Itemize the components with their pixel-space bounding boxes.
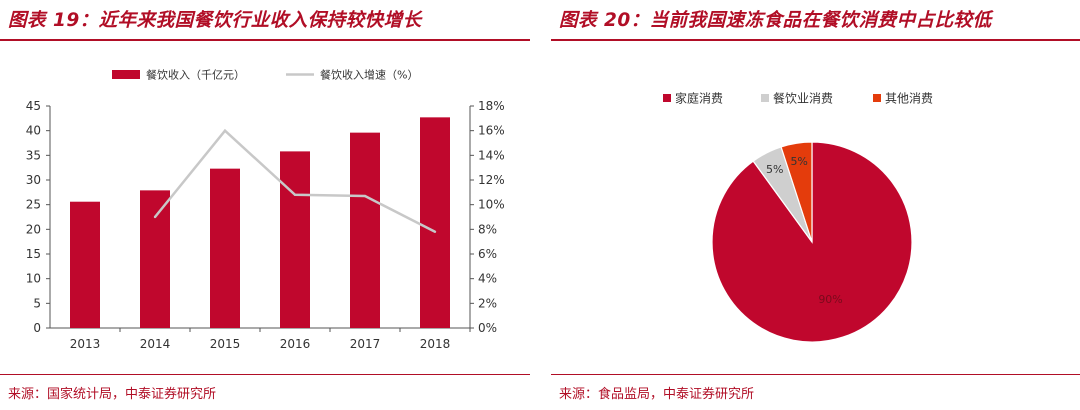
right-source-rule	[551, 374, 1080, 375]
bar-2015	[210, 168, 240, 328]
y-left-tick-label: 30	[26, 173, 41, 187]
left-title-rule	[0, 39, 530, 41]
right-source-note: 来源：食品监局，中泰证券研究所	[559, 387, 755, 402]
y-right-tick-label: 10%	[478, 198, 505, 212]
y-left-tick-label: 0	[33, 321, 41, 335]
y-right-tick-label: 18%	[478, 99, 505, 113]
left-source-rule	[0, 374, 530, 375]
y-left-tick-label: 35	[26, 148, 41, 162]
bar-2014	[140, 190, 170, 328]
right-figure-panel: 图表 20：当前我国速冻食品在餐饮消费中占比较低 家庭消费 餐饮业消费 其他消费 90…	[551, 0, 1080, 410]
pie-chart: 家庭消费 餐饮业消费 其他消费 90% 5% 5%	[663, 91, 933, 343]
x-tick-label: 2016	[280, 337, 311, 351]
x-tick-label: 2013	[70, 337, 101, 351]
pie-slice-2	[780, 141, 813, 243]
y-left-tick-label: 40	[26, 124, 41, 138]
x-tick-label: 2014	[140, 337, 171, 351]
y-right-tick-label: 8%	[478, 222, 497, 236]
y-left-tick-label: 10	[26, 272, 41, 286]
x-tick-label: 2015	[210, 337, 241, 351]
y-left-tick-label: 45	[26, 99, 41, 113]
growth-point-2017	[363, 194, 367, 198]
y-left-tick-label: 25	[26, 198, 41, 212]
growth-point-2018	[433, 230, 437, 233]
left-source-note: 来源：国家统计局，中泰证券研究所	[8, 387, 217, 402]
bar-2018	[420, 117, 450, 328]
legend-swatch-1	[761, 94, 769, 102]
y-left-tick-label: 20	[26, 222, 41, 236]
pie-data-label-0: 90%	[818, 293, 842, 306]
right-title-rule	[551, 39, 1080, 41]
x-tick-label: 2018	[420, 337, 451, 351]
growth-point-2014	[153, 215, 157, 219]
left-figure-panel: 图表 19：近年来我国餐饮行业收入保持较快增长 餐饮收入（千亿元） 餐饮收入增速（…	[0, 0, 530, 410]
bar-2017	[350, 132, 380, 328]
legend-bar-swatch	[112, 70, 140, 79]
legend-label-1: 餐饮业消费	[773, 91, 833, 106]
x-tick-label: 2017	[350, 337, 381, 351]
growth-point-2016	[293, 193, 297, 196]
legend-label-2: 其他消费	[885, 92, 933, 106]
bar-line-chart: 餐饮收入（千亿元） 餐饮收入增速（%） 0 5 10 15 20 25 30 35 40 45 0% 2%…	[26, 68, 505, 352]
y-left-tick-label: 15	[26, 247, 41, 261]
legend-bar-label: 餐饮收入（千亿元）	[146, 68, 245, 82]
growth-point-2015	[223, 129, 227, 132]
right-figure-title: 图表 20：当前我国速冻食品在餐饮消费中占比较低	[559, 10, 992, 31]
legend-label-0: 家庭消费	[675, 91, 723, 106]
pie-data-label-2: 5%	[790, 155, 807, 168]
legend-swatch-2	[873, 94, 881, 102]
y-right-tick-label: 4%	[478, 272, 497, 286]
y-right-tick-label: 16%	[478, 124, 505, 138]
y-left-tick-label: 5	[33, 296, 41, 310]
y-right-tick-label: 14%	[478, 148, 505, 162]
y-right-tick-label: 2%	[478, 296, 497, 310]
y-right-tick-label: 12%	[478, 173, 505, 187]
y-right-tick-label: 6%	[478, 247, 497, 261]
y-right-tick-label: 0%	[478, 321, 497, 335]
bar-2013	[70, 201, 100, 328]
legend-swatch-0	[663, 94, 671, 102]
pie-data-label-1: 5%	[766, 163, 783, 176]
left-figure-title: 图表 19：近年来我国餐饮行业收入保持较快增长	[8, 10, 422, 31]
bar-2016	[280, 151, 310, 328]
legend-line-label: 餐饮收入增速（%）	[320, 68, 418, 82]
